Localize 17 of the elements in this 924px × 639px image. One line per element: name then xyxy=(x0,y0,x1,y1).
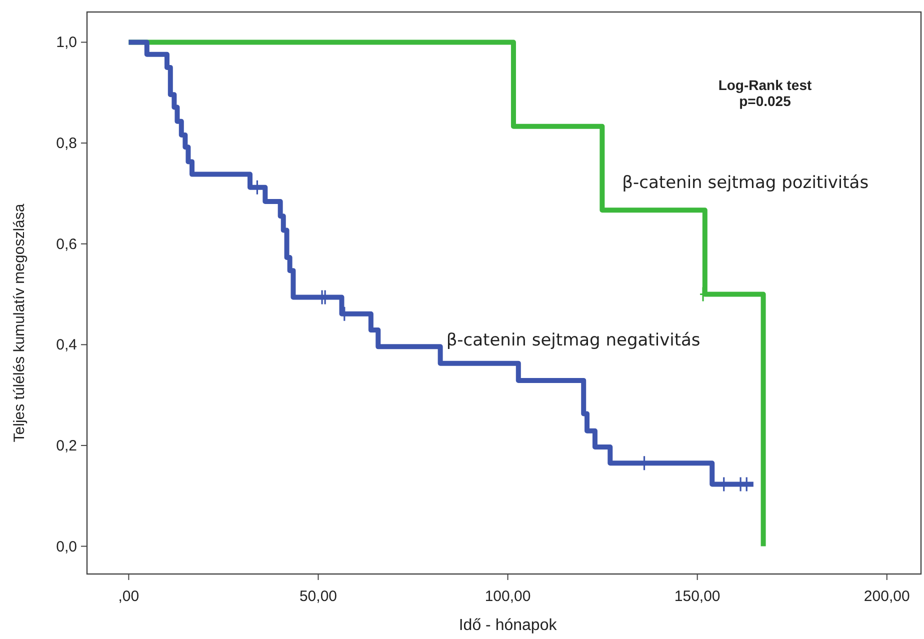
x-tick-label: 100,00 xyxy=(484,588,531,605)
x-tick-label: 150,00 xyxy=(674,588,720,605)
y-tick-label: 0,8 xyxy=(56,135,77,152)
annotation: p=0.025 xyxy=(739,93,792,109)
y-tick-label: 0,2 xyxy=(56,437,77,454)
x-tick-label: ,00 xyxy=(118,588,140,605)
y-axis-title: Teljes túlélés kumulatív megoszlása xyxy=(11,203,28,442)
x-axis-title: Idő - hónapok xyxy=(458,617,558,634)
x-tick-label: 200,00 xyxy=(864,588,910,605)
annotation: Log-Rank test xyxy=(718,77,812,93)
y-tick-label: 0,6 xyxy=(56,236,77,253)
series-label: β-catenin sejtmag pozitivitás xyxy=(622,173,869,194)
series-label: β-catenin sejtmag negativitás xyxy=(446,330,700,350)
y-tick-label: 1,0 xyxy=(56,34,77,52)
x-tick-label: 50,00 xyxy=(299,588,338,605)
y-tick-label: 0,0 xyxy=(56,538,77,556)
y-tick-label: 0,4 xyxy=(56,336,77,354)
